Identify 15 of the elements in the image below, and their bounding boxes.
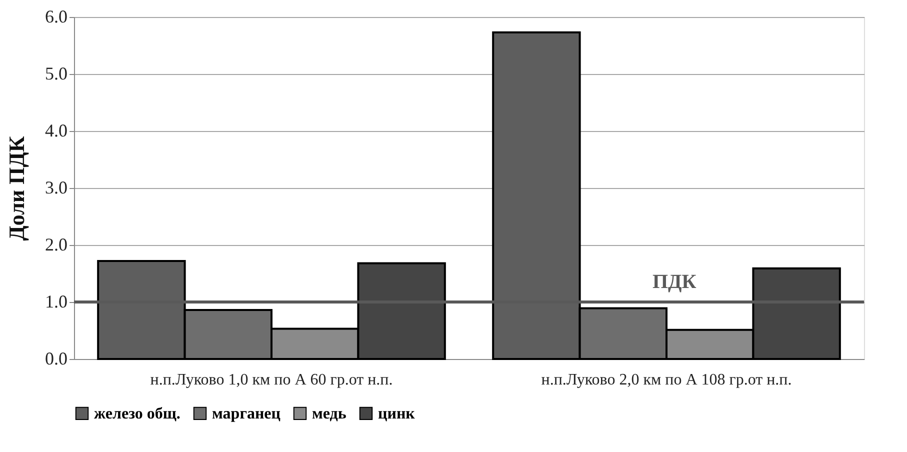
legend-label: медь	[312, 405, 347, 422]
legend-label: марганец	[212, 405, 280, 422]
y-tick-label: 1.0	[45, 292, 68, 312]
y-tick-label: 0.0	[45, 348, 68, 368]
x-tick-label: н.п.Луково 1,0 км по А 60 гр.от н.п.	[150, 372, 393, 388]
y-tick-label: 4.0	[45, 120, 68, 140]
y-axis-title: Доли ПДК	[4, 136, 29, 241]
x-tick-label: н.п.Луково 2,0 км по А 108 гр.от н.п.	[541, 372, 792, 388]
y-tick-label: 2.0	[45, 234, 68, 254]
legend-label: цинк	[378, 405, 416, 422]
y-tick-label: 3.0	[45, 178, 68, 198]
legend-label: железо общ.	[94, 405, 180, 422]
y-tick-label: 5.0	[45, 64, 68, 84]
y-tick-label: 6.0	[45, 6, 68, 26]
ref-line-label: ПДК	[652, 271, 697, 293]
